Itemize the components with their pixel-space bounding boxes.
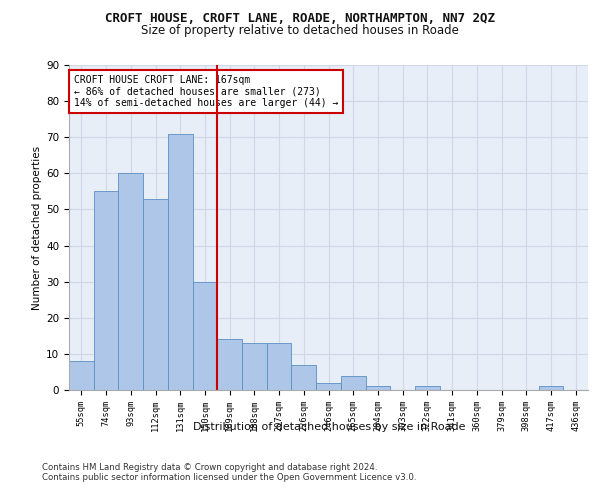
Bar bbox=[143, 198, 168, 390]
Bar bbox=[415, 386, 440, 390]
Text: CROFT HOUSE, CROFT LANE, ROADE, NORTHAMPTON, NN7 2QZ: CROFT HOUSE, CROFT LANE, ROADE, NORTHAMP… bbox=[105, 12, 495, 24]
Bar bbox=[267, 343, 292, 390]
Text: Size of property relative to detached houses in Roade: Size of property relative to detached ho… bbox=[141, 24, 459, 37]
Bar bbox=[193, 282, 217, 390]
Bar bbox=[168, 134, 193, 390]
Text: CROFT HOUSE CROFT LANE: 167sqm
← 86% of detached houses are smaller (273)
14% of: CROFT HOUSE CROFT LANE: 167sqm ← 86% of … bbox=[74, 74, 338, 108]
Bar bbox=[94, 192, 118, 390]
Bar bbox=[242, 343, 267, 390]
Bar bbox=[365, 386, 390, 390]
Text: Distribution of detached houses by size in Roade: Distribution of detached houses by size … bbox=[193, 422, 465, 432]
Bar bbox=[316, 383, 341, 390]
Y-axis label: Number of detached properties: Number of detached properties bbox=[32, 146, 42, 310]
Text: Contains HM Land Registry data © Crown copyright and database right 2024.: Contains HM Land Registry data © Crown c… bbox=[42, 462, 377, 471]
Text: Contains public sector information licensed under the Open Government Licence v3: Contains public sector information licen… bbox=[42, 474, 416, 482]
Bar bbox=[539, 386, 563, 390]
Bar bbox=[69, 361, 94, 390]
Bar bbox=[341, 376, 365, 390]
Bar bbox=[292, 364, 316, 390]
Bar bbox=[118, 174, 143, 390]
Bar bbox=[217, 340, 242, 390]
